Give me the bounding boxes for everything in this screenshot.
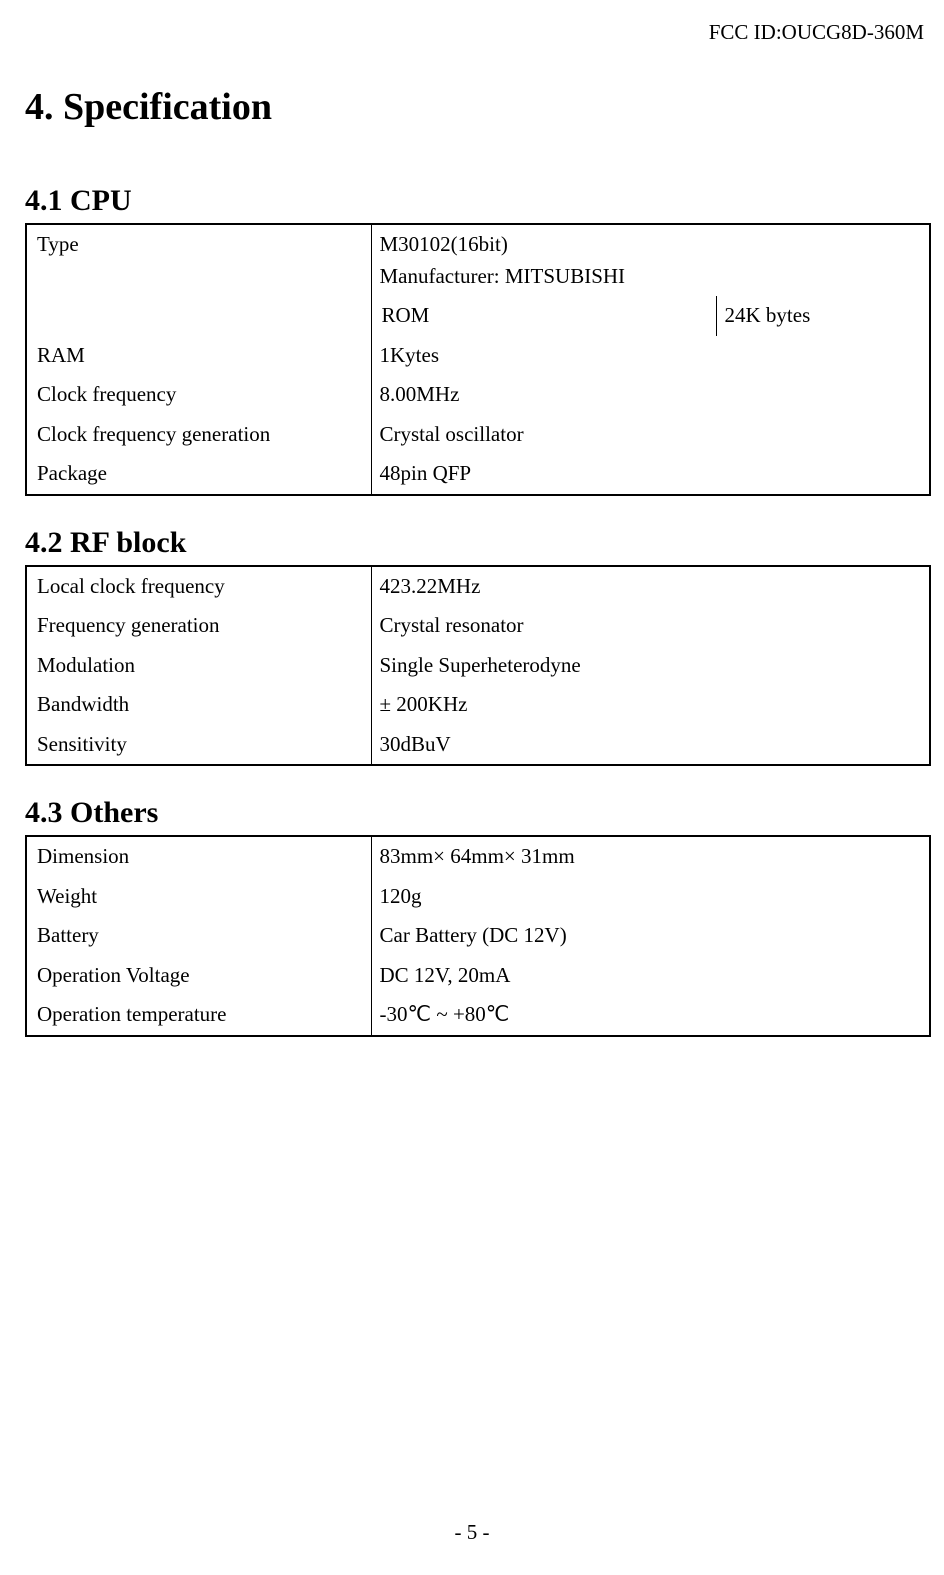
cell-value: 8.00MHz <box>371 375 716 415</box>
cell-label: Package <box>26 454 371 495</box>
cell-value: 24K bytes <box>716 296 930 336</box>
cell-label: RAM <box>26 336 371 376</box>
cell-label: Bandwidth <box>26 685 371 725</box>
cell-label: Modulation <box>26 646 371 686</box>
cell-label: Weight <box>26 877 371 917</box>
main-heading: 4. Specification <box>25 85 924 129</box>
table-row: Type M30102(16bit) Manufacturer: MITSUBI… <box>26 224 930 296</box>
sub-heading-cpu: 4.1 CPU <box>25 184 924 218</box>
cell-label: Operation temperature <box>26 995 371 1036</box>
others-table: Dimension 83mm× 64mm× 31mm Weight 120g B… <box>25 835 931 1037</box>
sub-heading-rf: 4.2 RF block <box>25 526 924 560</box>
heading-title: Specification <box>54 86 272 128</box>
cell-label: Clock frequency <box>26 375 371 415</box>
table-row: Operation temperature -30℃ ~ +80℃ <box>26 995 930 1036</box>
cell-value: DC 12V, 20mA <box>371 956 930 996</box>
page-number: - 5 - <box>0 1520 944 1545</box>
cell-label: Dimension <box>26 836 371 877</box>
cell-label: Sensitivity <box>26 725 371 766</box>
cell-value: Car Battery (DC 12V) <box>371 916 930 956</box>
cell-value: Crystal resonator <box>371 606 930 646</box>
header-fcc-id: FCC ID:OUCG8D-360M <box>20 20 924 45</box>
cell-value: Crystal oscillator <box>371 415 716 455</box>
table-row: Local clock frequency 423.22MHz <box>26 566 930 607</box>
cell-value: ± 200KHz <box>371 685 930 725</box>
table-row: Bandwidth ± 200KHz <box>26 685 930 725</box>
table-row: Dimension 83mm× 64mm× 31mm <box>26 836 930 877</box>
cell-value: Single Superheterodyne <box>371 646 930 686</box>
cell-value: 120g <box>371 877 930 917</box>
cell-label: Operation Voltage <box>26 956 371 996</box>
cell-label: Frequency generation <box>26 606 371 646</box>
table-row: Operation Voltage DC 12V, 20mA <box>26 956 930 996</box>
cell-value: 30dBuV <box>371 725 930 766</box>
heading-number: 4. <box>25 86 54 128</box>
sub-heading-others: 4.3 Others <box>25 796 924 830</box>
table-row: Clock frequency 8.00MHz <box>26 375 930 415</box>
cell-label: Local clock frequency <box>26 566 371 607</box>
cell-label: Battery <box>26 916 371 956</box>
cell-label: Clock frequency generation <box>26 415 371 455</box>
table-row: Battery Car Battery (DC 12V) <box>26 916 930 956</box>
cpu-table: Type M30102(16bit) Manufacturer: MITSUBI… <box>25 223 931 496</box>
cell-value: 48pin QFP <box>371 454 716 495</box>
table-row: RAM 1Kytes <box>26 336 930 376</box>
table-row: Package 48pin QFP <box>26 454 930 495</box>
cell-value: M30102(16bit) Manufacturer: MITSUBISHI <box>371 224 716 296</box>
cell-label: ROM <box>371 296 716 336</box>
cell-value: 423.22MHz <box>371 566 930 607</box>
table-row: Sensitivity 30dBuV <box>26 725 930 766</box>
table-row: Frequency generation Crystal resonator <box>26 606 930 646</box>
cell-value: 1Kytes <box>371 336 716 376</box>
cell-value: -30℃ ~ +80℃ <box>371 995 930 1036</box>
table-row: Modulation Single Superheterodyne <box>26 646 930 686</box>
table-row: Weight 120g <box>26 877 930 917</box>
table-row: Clock frequency generation Crystal oscil… <box>26 415 930 455</box>
rf-table: Local clock frequency 423.22MHz Frequenc… <box>25 565 931 767</box>
cell-value: 83mm× 64mm× 31mm <box>371 836 930 877</box>
cell-label: Type <box>26 224 371 336</box>
